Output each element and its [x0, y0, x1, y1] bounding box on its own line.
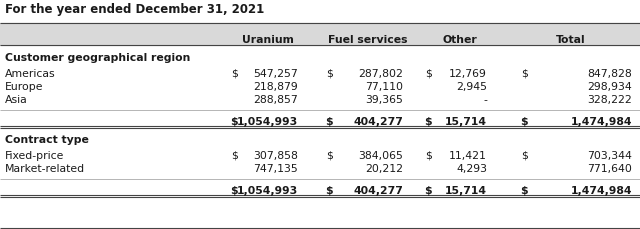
Text: Other: Other: [443, 35, 477, 45]
Text: Asia: Asia: [5, 95, 28, 105]
Text: 1,474,984: 1,474,984: [570, 186, 632, 196]
Text: 77,110: 77,110: [365, 82, 403, 92]
Text: For the year ended December 31, 2021: For the year ended December 31, 2021: [5, 3, 264, 16]
Text: 1,054,993: 1,054,993: [237, 117, 298, 127]
Text: 384,065: 384,065: [358, 151, 403, 161]
Text: $: $: [230, 117, 238, 127]
Text: 287,802: 287,802: [358, 69, 403, 79]
Text: $: $: [521, 69, 528, 79]
Bar: [0, 23, 640, 45]
Text: Fixed-price: Fixed-price: [5, 151, 65, 161]
Text: 11,421: 11,421: [449, 151, 487, 161]
Text: $: $: [231, 151, 238, 161]
Text: 298,934: 298,934: [588, 82, 632, 92]
Text: $: $: [230, 186, 238, 196]
Text: $: $: [325, 117, 333, 127]
Text: 4,293: 4,293: [456, 164, 487, 174]
Text: $: $: [424, 186, 432, 196]
Text: 20,212: 20,212: [365, 164, 403, 174]
Text: -: -: [483, 95, 487, 105]
Text: Market-related: Market-related: [5, 164, 85, 174]
Text: 288,857: 288,857: [253, 95, 298, 105]
Text: $: $: [425, 69, 432, 79]
Text: Total: Total: [556, 35, 585, 45]
Text: Contract type: Contract type: [5, 135, 89, 145]
Text: 1,054,993: 1,054,993: [237, 186, 298, 196]
Text: 15,714: 15,714: [445, 186, 487, 196]
Text: $: $: [425, 151, 432, 161]
Text: $: $: [520, 117, 528, 127]
Text: 547,257: 547,257: [253, 69, 298, 79]
Text: 12,769: 12,769: [449, 69, 487, 79]
Text: 307,858: 307,858: [253, 151, 298, 161]
Text: 771,640: 771,640: [587, 164, 632, 174]
Text: 847,828: 847,828: [588, 69, 632, 79]
Text: Customer geographical region: Customer geographical region: [5, 53, 190, 63]
Text: $: $: [231, 69, 238, 79]
Text: 218,879: 218,879: [253, 82, 298, 92]
Text: $: $: [520, 186, 528, 196]
Text: 15,714: 15,714: [445, 117, 487, 127]
Text: Uranium: Uranium: [242, 35, 294, 45]
Text: 2,945: 2,945: [456, 82, 487, 92]
Text: Americas: Americas: [5, 69, 56, 79]
Text: $: $: [521, 151, 528, 161]
Text: $: $: [325, 186, 333, 196]
Text: 1,474,984: 1,474,984: [570, 117, 632, 127]
Text: 39,365: 39,365: [365, 95, 403, 105]
Text: 404,277: 404,277: [353, 186, 403, 196]
Text: 747,135: 747,135: [253, 164, 298, 174]
Text: 404,277: 404,277: [353, 117, 403, 127]
Text: $: $: [326, 69, 333, 79]
Text: 703,344: 703,344: [587, 151, 632, 161]
Text: $: $: [424, 117, 432, 127]
Text: Fuel services: Fuel services: [328, 35, 408, 45]
Text: Europe: Europe: [5, 82, 44, 92]
Text: $: $: [326, 151, 333, 161]
Text: 328,222: 328,222: [588, 95, 632, 105]
